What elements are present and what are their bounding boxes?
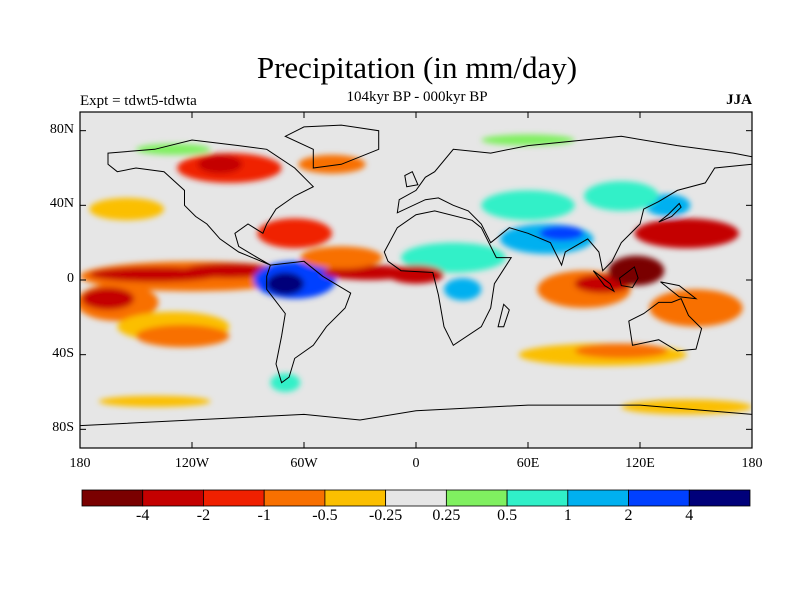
anomaly-southern-ocean-red [574,343,668,359]
anomaly-central-asia-cyan [481,190,575,221]
colorbar-swatch [385,489,447,507]
anomaly-siberia-green [481,134,575,146]
anomaly-atlantic-orange [300,246,383,269]
y-tick-label: 80S [52,420,74,436]
coastline-antarctica [80,404,752,448]
colorbar-label: 4 [685,507,694,524]
colorbar-swatch [506,489,569,507]
coastline-south-america [266,260,352,384]
y-tick-label: 0 [67,271,74,286]
coastline-australia [628,298,703,352]
coastline-uk [404,171,419,188]
anomaly-itcz-east-pacific [182,263,276,279]
anomaly-south-pacific-dark [81,287,135,310]
axis-ticks [79,112,753,448]
colorbar-label: 0.25 [432,507,461,524]
coastline-borneo [618,266,639,289]
anomaly-india-dark-blue [539,225,584,241]
colorbar-label: -1 [257,507,271,524]
colorbar-swatch [81,489,144,507]
colorbar-swatch [263,489,326,507]
anomaly-southern-ocean-south [621,399,752,415]
anomaly-patagonia-cyan [270,373,301,392]
plot-subtitle: 104kyr BP - 000kyr BP [346,89,488,105]
coastline-africa [383,210,513,347]
anomaly-amazon-core [266,272,305,295]
anomaly-south-pacific-south [98,395,211,407]
anomaly-south-africa-blue [444,278,482,301]
colorbar-swatch [203,489,265,507]
colorbar-swatch [142,489,204,507]
colorbar-label: 1 [563,507,572,524]
colorbar-label: -4 [136,507,150,524]
coastline-new-guinea [660,281,698,300]
experiment-label: Expt = tdwt5-tdwta [80,93,197,109]
plot-title: Precipitation (in mm/day) [256,50,578,85]
x-tick-label: 60W [290,456,318,471]
x-tick-label: 120W [174,456,210,471]
anomaly-field [80,134,752,415]
x-tick-label: 120E [625,456,655,471]
coastline-greenland [284,124,380,169]
anomaly-south-pacific-diag [136,324,230,348]
season-label: JJA [726,92,752,108]
coastline-north-america [107,139,315,266]
x-tick-label: 180 [741,456,763,471]
anomaly-maritime-continent [608,255,665,286]
coastline-eurasia [396,135,752,272]
anomaly-africa-wet-edge [401,242,506,273]
colorbar-label: -0.5 [312,507,338,524]
y-tick-label: 40N [49,196,74,212]
colorbar-swatch [324,489,387,507]
anomaly-gulf-guinea-dry [388,265,444,284]
y-tick-label: 40S [52,345,74,361]
colorbar-label: 0.5 [497,507,518,524]
x-tick-label: 180 [69,456,91,471]
anomaly-caribbean-dry [257,218,332,249]
anomaly-arctic-green [136,143,211,155]
colorbar-swatch [445,489,508,507]
anomaly-greenland-orange [298,154,366,174]
anomaly-east-asia-cyan [584,181,659,211]
coastlines [80,124,752,448]
y-tick-label: 80N [49,121,74,137]
colorbar [81,489,751,507]
colorbar-swatch [628,489,690,507]
anomaly-west-pacific-orange [649,289,743,327]
anomaly-north-america-dark [197,154,243,174]
x-tick-label: 0 [412,456,420,471]
colorbar-label: 2 [624,507,633,524]
colorbar-swatch [688,489,751,507]
x-tick-label: 60E [516,456,540,471]
colorbar-swatch [567,489,629,507]
anomaly-west-pacific-red [634,218,739,249]
coastline-japan [658,202,682,223]
colorbar-label: -2 [196,507,211,524]
coastline-madagascar [497,303,510,328]
coastline-sumatra [592,270,616,293]
colorbar-label: -0.25 [368,507,403,524]
anomaly-east-pacific-north [89,197,164,221]
